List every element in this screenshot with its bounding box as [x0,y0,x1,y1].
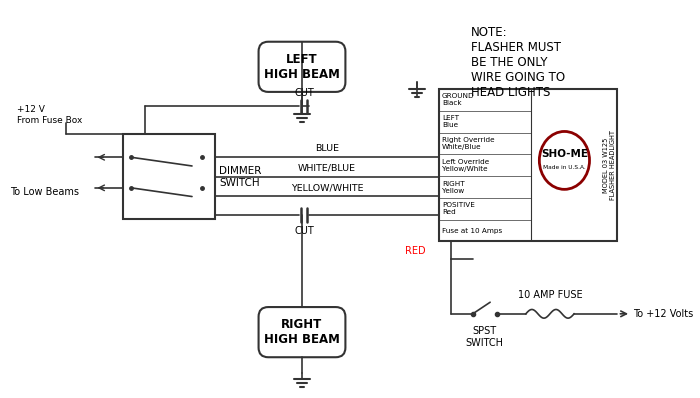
Text: +12 V
From Fuse Box: +12 V From Fuse Box [18,105,83,125]
Text: NOTE:
FLASHER MUST
BE THE ONLY
WIRE GOING TO
HEAD LIGHTS: NOTE: FLASHER MUST BE THE ONLY WIRE GOIN… [471,26,565,99]
Ellipse shape [539,131,589,189]
Text: MODEL 03 W125
FLASHER HEADLIGHT: MODEL 03 W125 FLASHER HEADLIGHT [603,130,616,200]
Text: RIGHT
Yellow: RIGHT Yellow [442,181,465,193]
Text: LEFT
HIGH BEAM: LEFT HIGH BEAM [264,53,340,81]
Text: CUT: CUT [294,226,314,236]
Text: SPST
SWITCH: SPST SWITCH [466,326,504,348]
Text: BLUE: BLUE [315,144,339,153]
Text: Fuse at 10 Amps: Fuse at 10 Amps [442,228,502,234]
Text: YELLOW/WHITE: YELLOW/WHITE [290,183,363,192]
Text: POSITIVE
Red: POSITIVE Red [442,202,475,215]
Text: To Low Beams: To Low Beams [10,187,78,197]
Text: RED: RED [405,246,425,256]
Text: Made in U.S.A.: Made in U.S.A. [543,165,586,170]
Text: CUT: CUT [294,88,314,98]
FancyBboxPatch shape [258,42,345,92]
Text: RIGHT
HIGH BEAM: RIGHT HIGH BEAM [264,318,340,346]
Text: 10 AMP FUSE: 10 AMP FUSE [517,290,582,300]
Text: WHITE/BLUE: WHITE/BLUE [298,164,356,173]
Text: To +12 Volts: To +12 Volts [633,309,693,319]
Text: Left Override
Yellow/White: Left Override Yellow/White [442,159,489,172]
Text: LEFT
Blue: LEFT Blue [442,115,459,128]
Text: Right Override
White/Blue: Right Override White/Blue [442,137,494,150]
Text: DIMMER
SWITCH: DIMMER SWITCH [219,166,261,187]
Text: SHO-ME: SHO-ME [541,149,588,159]
FancyBboxPatch shape [258,307,345,357]
Text: GROUND
Black: GROUND Black [442,94,475,106]
